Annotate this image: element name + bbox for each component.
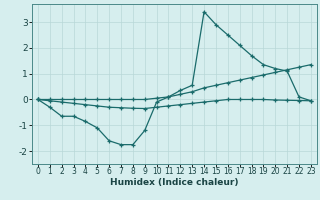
X-axis label: Humidex (Indice chaleur): Humidex (Indice chaleur) bbox=[110, 178, 239, 187]
